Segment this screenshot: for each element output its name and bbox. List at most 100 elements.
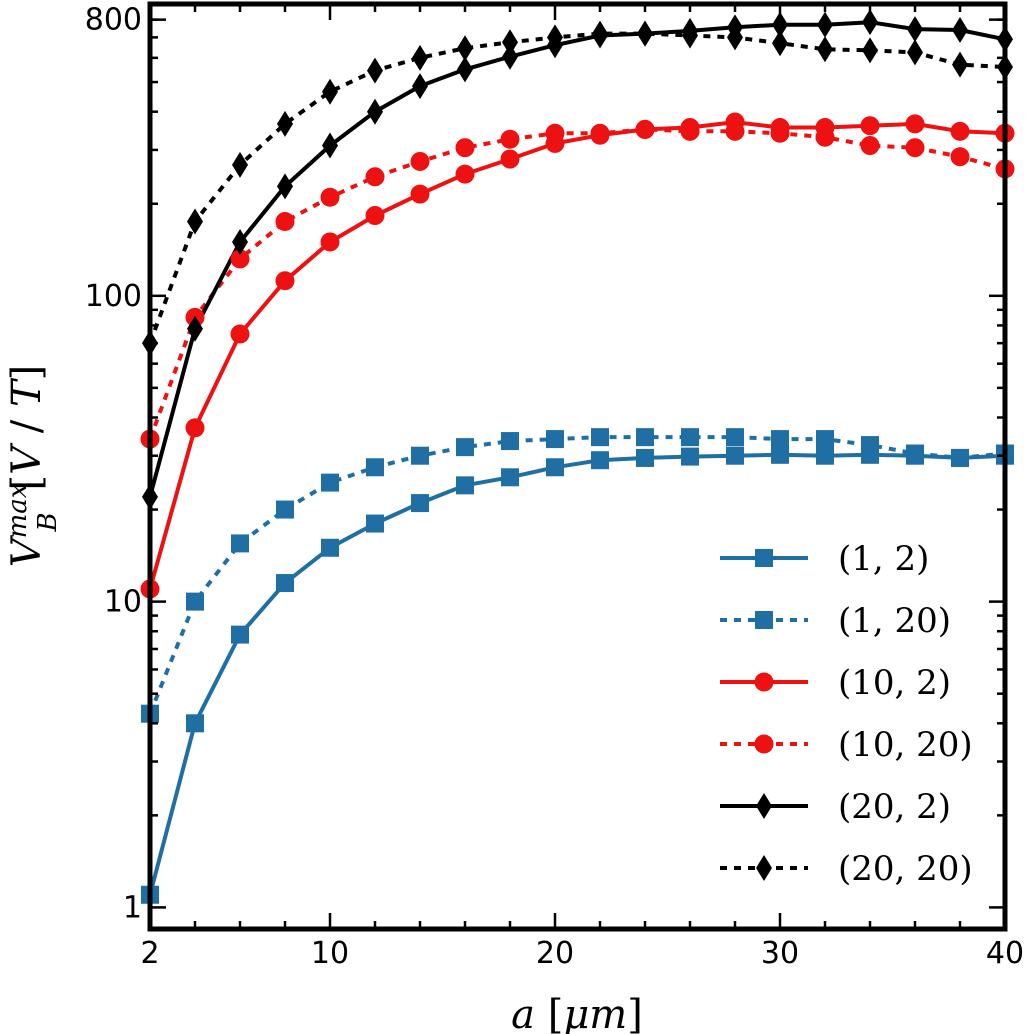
data-point-1-20 [636,428,654,447]
data-point-1-2 [276,574,294,593]
data-point-20-2 [367,98,383,125]
x-tick-label: 20 [536,936,574,971]
legend-label: (1, 2) [838,539,929,579]
data-point-1-20 [186,592,204,611]
data-point-20-20 [232,151,248,178]
legend-marker [754,734,774,754]
data-point-20-2 [412,73,428,100]
legend: (1, 2) (1, 20) (10, 2) (10, 20) (20, 2) (20, … [720,539,973,889]
x-axis-title: a [μm] [511,992,643,1034]
data-point-10-2 [230,324,250,344]
y-tick-label: 800 [85,3,142,38]
data-point-1-20 [231,534,249,553]
data-point-20-2 [952,16,968,43]
plot-frame [147,1,1008,932]
data-point-20-2 [187,315,203,342]
data-point-1-2 [186,714,204,733]
data-point-10-2 [950,121,970,141]
data-point-20-2 [232,228,248,255]
data-point-20-2 [862,9,878,36]
data-point-10-20 [905,138,925,158]
data-point-20-20 [772,30,788,57]
data-point-20-20 [592,20,608,47]
data-point-10-2 [365,206,385,226]
data-point-1-20 [726,428,744,447]
data-point-10-2 [410,184,430,204]
data-point-10-2 [185,418,205,438]
data-point-10-20 [635,119,655,139]
data-point-20-2 [277,173,293,200]
plot-markers [140,9,1015,904]
data-point-10-20 [770,123,790,143]
data-point-1-2 [546,458,564,477]
data-point-1-20 [321,473,339,492]
data-point-1-20 [906,444,924,463]
data-point-1-2 [636,448,654,467]
data-point-20-20 [322,78,338,105]
data-point-10-20 [680,121,700,141]
data-point-20-20 [547,24,563,51]
data-point-20-20 [862,37,878,64]
data-point-1-20 [276,500,294,519]
data-point-20-2 [817,11,833,38]
data-point-1-2 [321,538,339,557]
data-point-1-20 [816,430,834,449]
y-axis-title: VmaxB[V / T] [3,365,63,568]
data-point-1-20 [771,430,789,449]
legend-marker [756,855,772,881]
legend-marker [754,672,774,692]
y-tick-label: 10 [104,585,142,620]
data-point-1-20 [411,446,429,465]
y-tick-label: 100 [85,279,142,314]
data-point-1-2 [591,451,609,470]
legend-label: (10, 2) [838,663,951,703]
data-point-10-20 [815,127,835,147]
legend-label: (10, 20) [838,725,973,765]
data-point-10-20 [275,211,295,231]
x-tick-label: 30 [761,936,799,971]
data-point-20-20 [412,44,428,71]
data-point-10-2 [860,116,880,136]
data-point-10-20 [725,121,745,141]
x-tick-label: 10 [311,936,349,971]
data-point-1-2 [366,514,384,533]
data-point-10-2 [500,149,520,169]
data-point-20-20 [637,20,653,47]
data-point-20-20 [277,110,293,137]
data-point-1-20 [951,448,969,467]
data-point-20-2 [502,43,518,70]
data-point-1-2 [456,476,474,495]
tick-labels: 2 10 20 30 40 1 10 100 800 [85,3,1024,971]
data-point-10-20 [950,147,970,167]
data-point-1-20 [861,436,879,455]
data-point-20-2 [322,132,338,159]
data-point-20-20 [457,35,473,62]
data-point-20-20 [727,24,743,51]
data-point-10-20 [545,123,565,143]
data-point-10-20 [410,151,430,171]
data-point-20-20 [187,208,203,235]
data-point-10-2 [455,164,475,184]
data-point-20-2 [907,16,923,43]
data-point-10-20 [230,249,250,269]
x-tick-label: 40 [986,936,1024,971]
data-point-1-2 [816,446,834,465]
data-point-10-20 [500,129,520,149]
data-point-1-2 [681,447,699,466]
data-point-10-20 [860,136,880,156]
data-point-20-20 [502,29,518,56]
legend-label: (1, 20) [838,601,951,641]
data-point-20-20 [817,36,833,63]
legend-label: (20, 2) [838,787,951,827]
data-point-1-20 [366,458,384,477]
data-point-1-2 [726,446,744,465]
data-point-10-2 [320,232,340,252]
data-point-20-2 [772,11,788,38]
series-line-20-2 [148,20,1006,498]
series-line-20-20 [148,31,1006,344]
data-point-1-20 [591,428,609,447]
data-point-1-2 [771,445,789,464]
data-point-1-20 [546,430,564,449]
legend-marker [755,611,773,629]
data-point-1-20 [501,432,519,451]
